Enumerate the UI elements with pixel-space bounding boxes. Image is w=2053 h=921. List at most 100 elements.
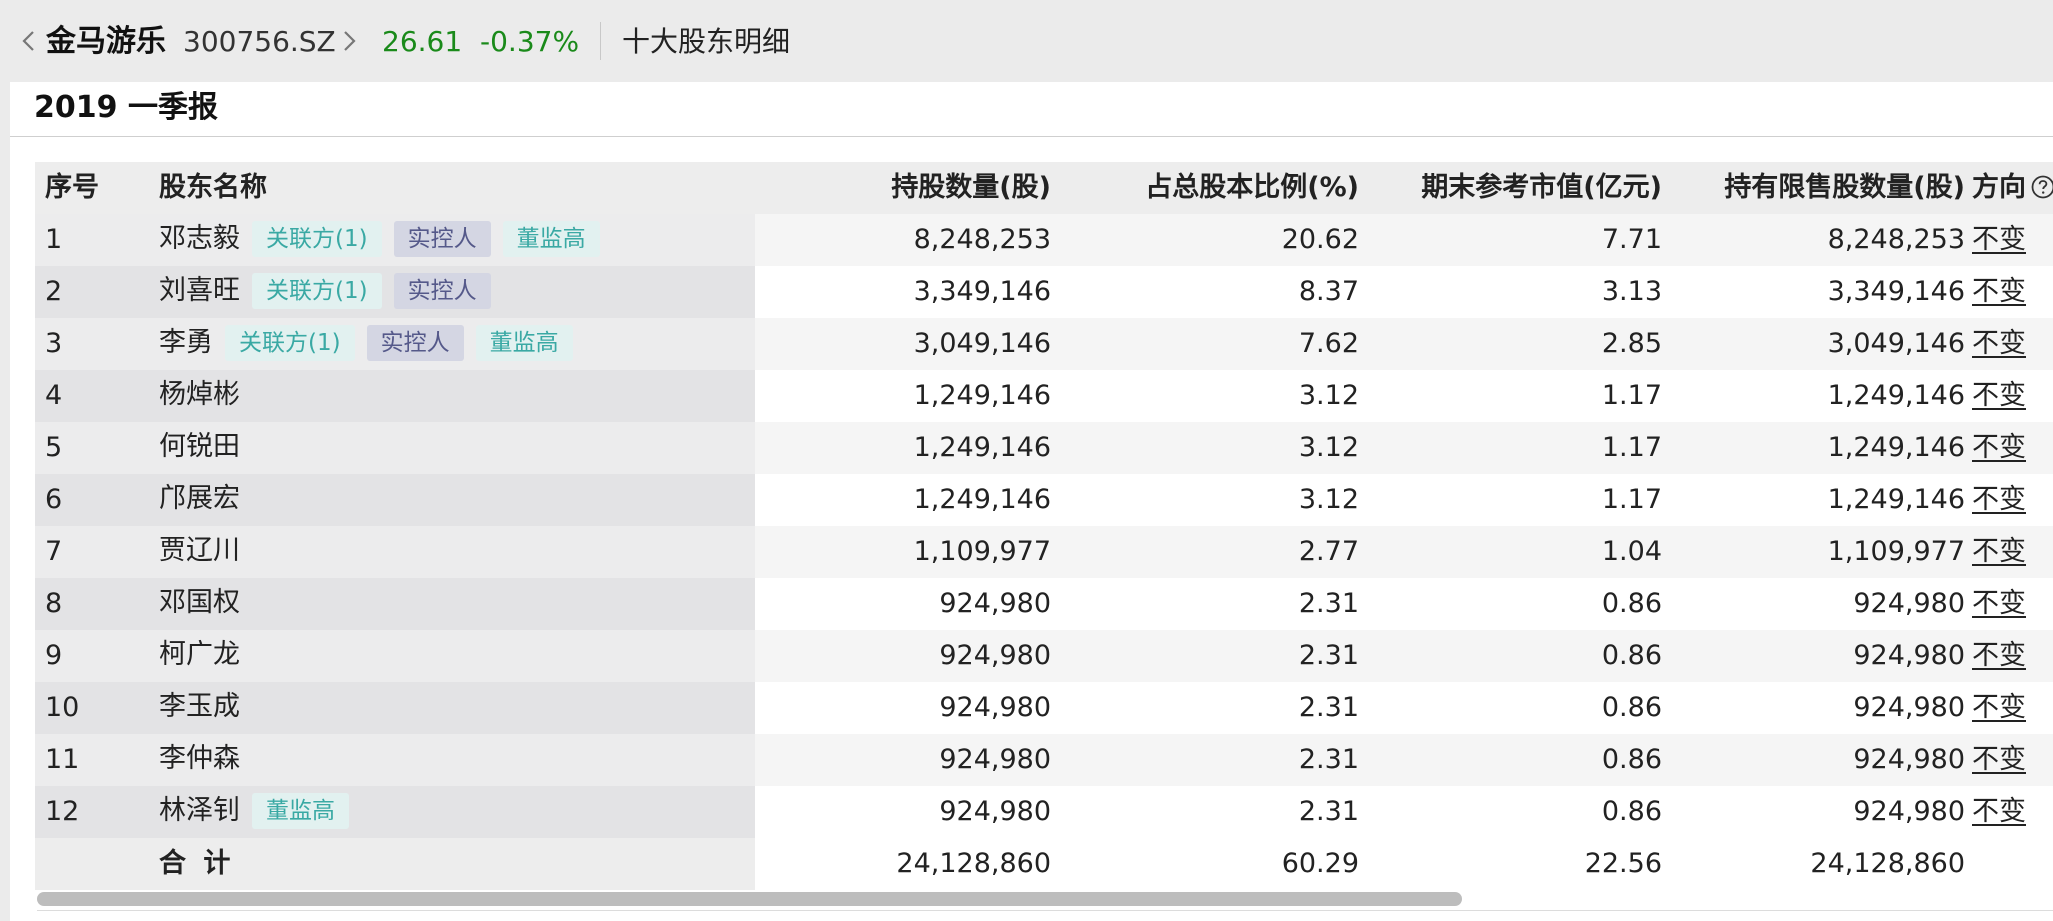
shares-cell: 924,980 <box>939 692 1051 723</box>
value-cell: 1.04 <box>1601 536 1662 567</box>
controller-tag[interactable]: 实控人 <box>366 324 464 361</box>
shares-cell: 924,980 <box>939 640 1051 671</box>
direction-link[interactable]: 不变 <box>1972 432 2026 463</box>
row-index: 8 <box>45 588 63 619</box>
shares-cell: 1,249,146 <box>913 432 1051 463</box>
stock-name: 金马游乐 <box>46 24 166 59</box>
scrollbar-thumb[interactable] <box>37 892 1462 906</box>
shareholder-name-cell: 何锐田 <box>155 422 755 474</box>
restricted-cell: 924,980 <box>1853 640 1965 671</box>
question-circle-icon[interactable] <box>2030 174 2053 200</box>
restricted-cell: 1,249,146 <box>1827 484 1965 515</box>
related-party-tag[interactable]: 关联方(1) <box>225 324 355 361</box>
director-tag[interactable]: 董监高 <box>475 324 573 361</box>
controller-tag[interactable]: 实控人 <box>393 220 491 257</box>
direction-cell: 不变 <box>1972 474 2053 526</box>
col-header-ratio[interactable]: 占总股本比例(%) <box>1145 172 1359 203</box>
value-cell: 0.86 <box>1601 588 1662 619</box>
ratio-cell: 7.62 <box>1298 328 1359 359</box>
direction-link[interactable]: 不变 <box>1972 328 2026 359</box>
related-party-tag[interactable]: 关联方(1) <box>252 272 382 309</box>
direction-link[interactable]: 不变 <box>1972 692 2026 723</box>
value-cell: 0.86 <box>1601 744 1662 775</box>
restricted-cell: 8,248,253 <box>1827 224 1965 255</box>
direction-link[interactable]: 不变 <box>1972 224 2026 255</box>
divider <box>37 910 2053 911</box>
chevron-left-icon[interactable] <box>14 26 44 56</box>
shares-cell: 1,109,977 <box>913 536 1051 567</box>
shares-cell: 1,249,146 <box>913 380 1051 411</box>
director-tag[interactable]: 董监高 <box>502 220 600 257</box>
divider <box>10 136 2053 137</box>
shareholder-name[interactable]: 李勇 <box>159 326 213 358</box>
shareholder-name[interactable]: 邓国权 <box>159 586 240 618</box>
controller-tag[interactable]: 实控人 <box>393 272 491 309</box>
table-row[interactable]: 1 邓志毅 关联方(1) 实控人 董监高 8,248,253 20.62 7.71 8,248,… <box>35 214 2053 266</box>
table-row[interactable]: 8 邓国权 924,980 2.31 0.86 924,980 不变 <box>35 578 2053 630</box>
value-cell: 0.86 <box>1601 796 1662 827</box>
shareholder-name-cell: 贾辽川 <box>155 526 755 578</box>
col-header-value[interactable]: 期末参考市值(亿元) <box>1421 172 1662 203</box>
shareholder-name[interactable]: 何锐田 <box>159 430 240 462</box>
total-value: 22.56 <box>1584 848 1662 879</box>
col-header-direction[interactable]: 方向 <box>1972 162 2053 214</box>
direction-link[interactable]: 不变 <box>1972 380 2026 411</box>
table-row[interactable]: 10 李玉成 924,980 2.31 0.86 924,980 不变 <box>35 682 2053 734</box>
related-party-tag[interactable]: 关联方(1) <box>252 220 382 257</box>
shareholder-name[interactable]: 邝展宏 <box>159 482 240 514</box>
table-row[interactable]: 11 李仲森 924,980 2.31 0.86 924,980 不变 <box>35 734 2053 786</box>
shareholder-name[interactable]: 杨焯彬 <box>159 378 240 410</box>
direction-cell: 不变 <box>1972 370 2053 422</box>
director-tag[interactable]: 董监高 <box>252 792 349 829</box>
shareholder-name[interactable]: 林泽钊 <box>159 794 240 826</box>
stock-price: 26.61 <box>382 25 463 58</box>
col-header-restricted[interactable]: 持有限售股数量(股) <box>1724 172 1965 203</box>
shareholder-name[interactable]: 李仲森 <box>159 742 240 774</box>
direction-link[interactable]: 不变 <box>1972 744 2026 775</box>
total-label: 合 计 <box>159 848 235 879</box>
restricted-cell: 3,349,146 <box>1827 276 1965 307</box>
restricted-cell: 3,049,146 <box>1827 328 1965 359</box>
direction-cell: 不变 <box>1972 318 2053 370</box>
stock-code: 300756.SZ <box>183 25 336 58</box>
table-row[interactable]: 5 何锐田 1,249,146 3.12 1.17 1,249,146 不变 <box>35 422 2053 474</box>
table-row[interactable]: 4 杨焯彬 1,249,146 3.12 1.17 1,249,146 不变 <box>35 370 2053 422</box>
ratio-cell: 2.31 <box>1298 796 1359 827</box>
shareholder-name[interactable]: 贾辽川 <box>159 534 240 566</box>
table-row[interactable]: 12 林泽钊 董监高 924,980 2.31 0.86 924,980 不变 <box>35 786 2053 838</box>
direction-link[interactable]: 不变 <box>1972 536 2026 567</box>
restricted-cell: 924,980 <box>1853 692 1965 723</box>
shares-cell: 3,349,146 <box>913 276 1051 307</box>
table-row[interactable]: 3 李勇 关联方(1) 实控人 董监高 3,049,146 7.62 2.85 3,049,14… <box>35 318 2053 370</box>
col-header-name[interactable]: 股东名称 <box>159 172 267 203</box>
table-row[interactable]: 9 柯广龙 924,980 2.31 0.86 924,980 不变 <box>35 630 2053 682</box>
shareholder-name[interactable]: 李玉成 <box>159 690 240 722</box>
restricted-cell: 924,980 <box>1853 744 1965 775</box>
restricted-cell: 1,109,977 <box>1827 536 1965 567</box>
table-row[interactable]: 6 邝展宏 1,249,146 3.12 1.17 1,249,146 不变 <box>35 474 2053 526</box>
col-header-shares[interactable]: 持股数量(股) <box>891 172 1051 203</box>
direction-link[interactable]: 不变 <box>1972 640 2026 671</box>
ratio-cell: 20.62 <box>1281 224 1359 255</box>
table-row[interactable]: 7 贾辽川 1,109,977 2.77 1.04 1,109,977 不变 <box>35 526 2053 578</box>
restricted-cell: 924,980 <box>1853 796 1965 827</box>
top-bar: 金马游乐 300756.SZ 26.61 -0.37% 十大股东明细 <box>0 0 2053 82</box>
table-row[interactable]: 2 刘喜旺 关联方(1) 实控人 3,349,146 8.37 3.13 3,349,146 不… <box>35 266 2053 318</box>
shareholder-name[interactable]: 柯广龙 <box>159 638 240 670</box>
shareholder-name[interactable]: 刘喜旺 <box>159 274 240 306</box>
direction-link[interactable]: 不变 <box>1972 484 2026 515</box>
direction-link[interactable]: 不变 <box>1972 276 2026 307</box>
total-restricted: 24,128,860 <box>1810 848 1965 879</box>
shareholder-name-cell: 柯广龙 <box>155 630 755 682</box>
horizontal-scrollbar[interactable] <box>27 892 2053 906</box>
direction-cell: 不变 <box>1972 630 2053 682</box>
shareholder-name[interactable]: 邓志毅 <box>159 222 240 254</box>
direction-link[interactable]: 不变 <box>1972 588 2026 619</box>
shares-cell: 924,980 <box>939 744 1051 775</box>
total-shares: 24,128,860 <box>896 848 1051 879</box>
direction-cell: 不变 <box>1972 734 2053 786</box>
direction-link[interactable]: 不变 <box>1972 796 2026 827</box>
ratio-cell: 2.31 <box>1298 692 1359 723</box>
chevron-right-icon[interactable] <box>334 26 364 56</box>
col-header-idx[interactable]: 序号 <box>45 172 99 203</box>
